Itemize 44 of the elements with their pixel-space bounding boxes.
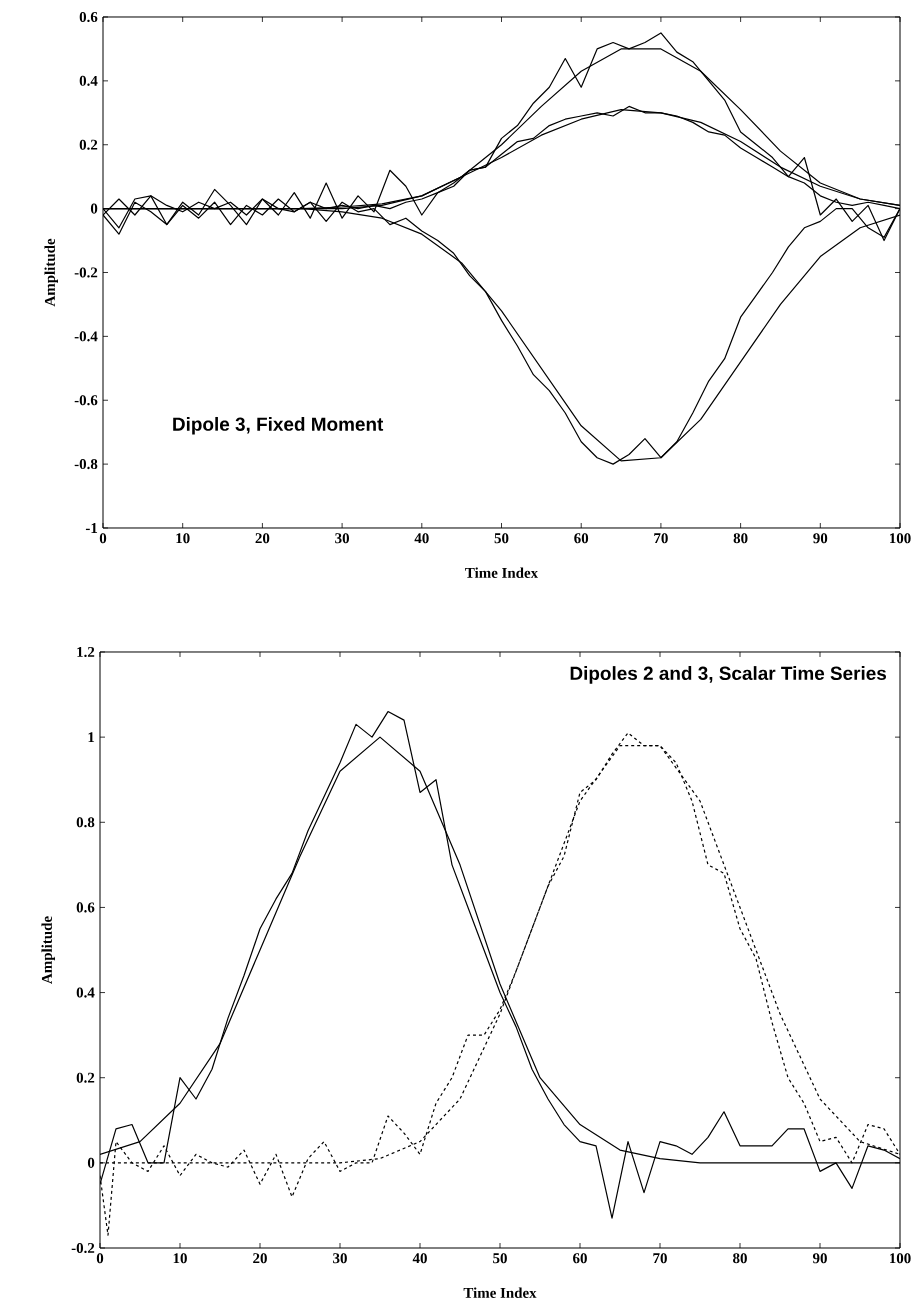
- y-axis-title: Amplitude: [44, 238, 59, 307]
- x-tick-label: 10: [173, 1253, 187, 1264]
- x-tick-label: 70: [653, 1253, 667, 1264]
- y-tick-label: -0.8: [74, 459, 98, 470]
- y-tick-label: -0.2: [74, 267, 98, 278]
- y-tick-label: -0.6: [74, 395, 98, 406]
- y-tick-label: 0.2: [76, 1072, 95, 1083]
- x-tick-label: 60: [573, 1253, 587, 1264]
- x-axis-title: Time Index: [463, 1287, 537, 1298]
- y-tick-label: 0: [87, 1157, 95, 1168]
- x-tick-label: 20: [255, 533, 270, 544]
- x-tick-label: 30: [333, 1253, 347, 1264]
- y-tick-label: -0.4: [74, 331, 98, 342]
- x-tick-label: 10: [176, 533, 190, 544]
- x-tick-label: 80: [733, 1253, 747, 1264]
- y-tick-label: 1: [88, 732, 95, 743]
- x-tick-label: 100: [890, 533, 911, 544]
- x-tick-label: 40: [412, 1253, 427, 1264]
- text: Dipoles 2 and 3, Scalar Time Series: [570, 666, 887, 684]
- x-tick-label: 90: [812, 1253, 827, 1264]
- x-tick-label: 0: [99, 533, 107, 544]
- y-tick-label: -1: [85, 523, 98, 533]
- x-tick-label: 60: [574, 533, 589, 544]
- x-tick-label: 30: [335, 533, 350, 544]
- x-tick-label: 100: [890, 1253, 911, 1264]
- y-tick-label: 0.4: [79, 75, 98, 86]
- x-tick-label: 90: [813, 533, 828, 544]
- y-tick-label: 0.4: [76, 987, 95, 998]
- y-tick-label: 0.6: [76, 902, 95, 913]
- y-axis-title: Amplitude: [41, 916, 56, 984]
- text: Dipole 3, Fixed Moment: [173, 416, 384, 435]
- x-tick-label: 50: [493, 1253, 507, 1264]
- x-tick-label: 40: [414, 533, 429, 544]
- x-tick-label: 50: [494, 533, 509, 544]
- x-tick-label: 80: [733, 533, 748, 544]
- x-axis-title: Time Index: [465, 567, 539, 578]
- x-tick-label: 70: [654, 533, 668, 544]
- y-tick-label: 0: [90, 203, 98, 214]
- y-tick-label: 0.2: [79, 139, 98, 150]
- x-tick-label: 20: [253, 1253, 267, 1264]
- y-tick-label: -0.2: [71, 1242, 95, 1254]
- y-tick-label: 0.6: [79, 11, 98, 23]
- y-tick-label: 0.8: [76, 817, 95, 828]
- y-tick-label: 1.2: [77, 646, 95, 658]
